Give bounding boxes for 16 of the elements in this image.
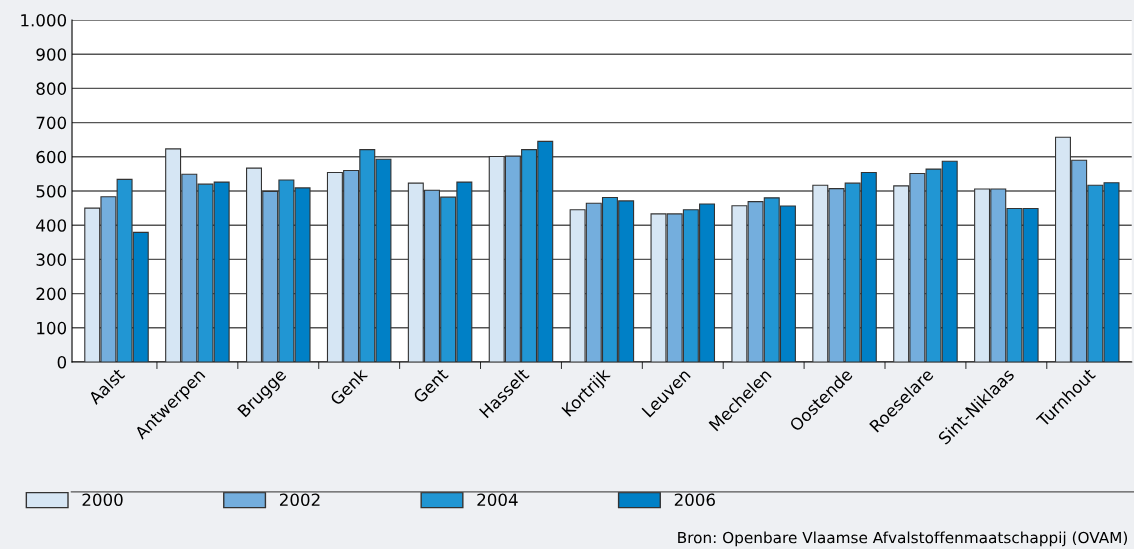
legend-label: 2000 bbox=[82, 493, 123, 507]
y-tick-label: 200 bbox=[36, 287, 67, 301]
y-tick-label: 800 bbox=[36, 82, 67, 95]
legend-label: 2004 bbox=[477, 493, 518, 507]
legend-label: 2002 bbox=[279, 493, 320, 507]
y-tick-label: 100 bbox=[37, 321, 67, 335]
y-tick-label: 700 bbox=[36, 116, 67, 130]
y-tick-label: 1.000 bbox=[21, 13, 67, 27]
y-tick-label: 900 bbox=[36, 48, 67, 61]
legend-label: 2006 bbox=[674, 493, 715, 507]
y-tick-label: 600 bbox=[36, 150, 67, 164]
y-tick-label: 0 bbox=[57, 355, 67, 369]
y-tick-label: 500 bbox=[36, 184, 67, 198]
y-tick-label: 300 bbox=[36, 253, 67, 266]
y-tick-label: 400 bbox=[36, 219, 67, 232]
text: Bron: Openbare Vlaamse Afvalstoffenmaatschappij (OVAM) bbox=[678, 531, 1128, 547]
